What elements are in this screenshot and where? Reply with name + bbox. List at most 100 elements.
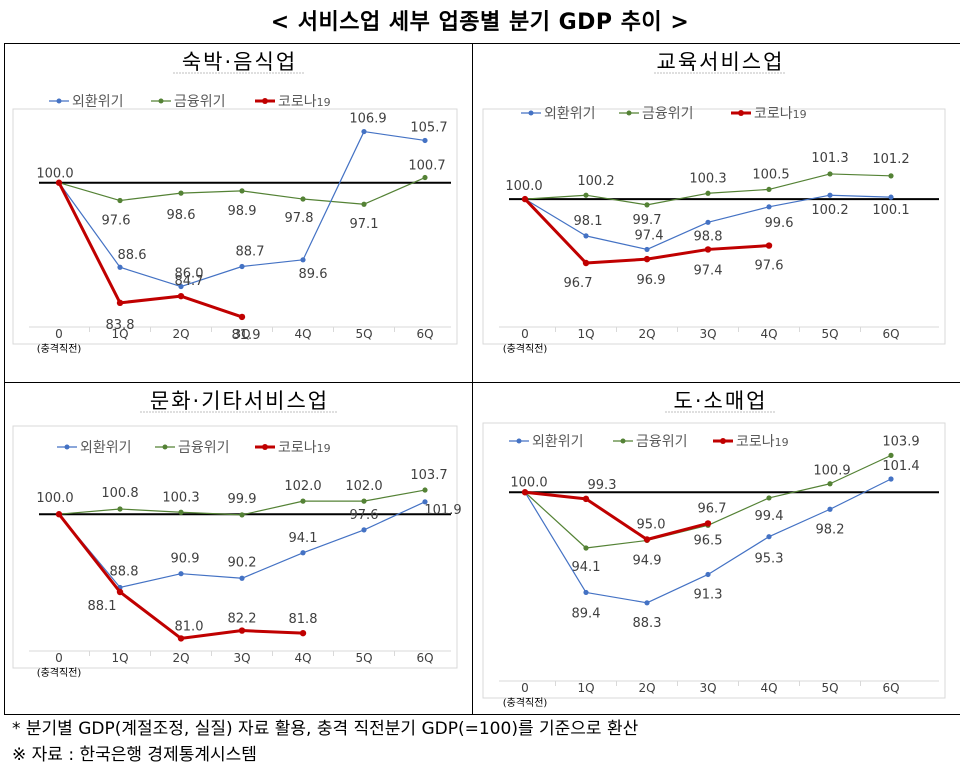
data-point-imf-crisis: [705, 219, 711, 225]
data-point-covid19: [299, 629, 307, 637]
legend-label-imf-crisis: 외환위기: [544, 106, 596, 122]
data-label-imf-crisis: 106.9: [349, 112, 386, 127]
data-label-imf-crisis: 98.8: [694, 229, 723, 244]
x-tick-label: 2Q: [172, 651, 189, 665]
chart-svg: 숙박·음식업 0 1Q 2Q 3Q 4Q 5Q 6Q (충격직전) 외환위기 금융위기 코로나19 10…: [12, 50, 458, 355]
legend-label-covid19: 코로나19: [736, 434, 789, 450]
data-point-financial-crisis: [766, 186, 772, 193]
data-point-covid19: [116, 299, 124, 307]
plot-area: [12, 108, 458, 345]
data-label-imf-crisis: 97.4: [635, 228, 664, 243]
data-point-imf-crisis: [178, 571, 184, 577]
data-label-imf-crisis: 100.2: [811, 203, 848, 218]
data-point-covid19: [582, 495, 590, 503]
data-label-imf-crisis: 98.2: [816, 522, 845, 537]
data-label-financial-crisis: 97.6: [102, 214, 131, 229]
x-tick-label: 0: [521, 681, 529, 695]
data-label-covid19: 83.8: [106, 318, 135, 333]
data-label-financial-crisis: 96.5: [694, 533, 723, 548]
data-point-imf-crisis: [239, 575, 245, 581]
data-point-imf-crisis: [178, 283, 184, 290]
x-tick-label: 6Q: [416, 327, 433, 341]
data-point-covid19: [643, 255, 651, 263]
data-point-imf-crisis: [644, 246, 650, 253]
data-label-financial-crisis: 97.1: [350, 217, 379, 232]
data-label-covid19: 82.2: [228, 612, 257, 627]
data-label-imf-crisis: 101.4: [882, 459, 919, 474]
data-label-imf-crisis: 98.1: [574, 214, 603, 229]
series-line-covid19: [524, 490, 709, 541]
data-point-financial-crisis: [422, 174, 428, 181]
data-label-covid19: 81.0: [175, 619, 204, 634]
legend-marker-covid19: [720, 438, 726, 444]
legend-marker-covid19: [262, 98, 268, 104]
data-point-imf-crisis: [361, 128, 367, 135]
data-point-covid19: [55, 511, 63, 518]
x-tick-label: 4Q: [294, 327, 311, 341]
data-label-financial-crisis: 98.6: [167, 208, 196, 223]
data-point-financial-crisis: [827, 171, 833, 177]
data-point-financial-crisis: [422, 487, 428, 493]
data-point-financial-crisis: [583, 192, 589, 198]
data-label-imf-crisis: 89.4: [572, 606, 601, 621]
data-label-financial-crisis: 100.7: [408, 159, 445, 174]
legend-marker-imf-crisis: [64, 444, 70, 450]
data-point-financial-crisis: [178, 509, 184, 515]
data-point-financial-crisis: [888, 173, 894, 179]
data-label-imf-crisis: 99.6: [765, 216, 794, 231]
data-label-imf-crisis: 88.8: [110, 564, 139, 579]
data-point-covid19: [521, 195, 529, 203]
legend-label-suffix: 19: [317, 96, 331, 109]
x-tick-label: 6Q: [882, 681, 899, 695]
x-tick-sublabel: (충격직전): [37, 342, 82, 355]
data-label-financial-crisis: 103.7: [410, 468, 447, 483]
legend-marker-covid19: [738, 110, 744, 116]
data-label-imf-crisis: 88.7: [236, 245, 265, 260]
x-tick-label: 5Q: [355, 651, 372, 665]
plot-area: [482, 108, 946, 345]
data-point-financial-crisis: [766, 495, 772, 501]
legend-marker-financial-crisis: [626, 110, 632, 116]
data-point-financial-crisis: [239, 188, 245, 194]
data-point-covid19: [177, 292, 185, 300]
legend-label-suffix: 19: [317, 442, 331, 455]
data-label-covid19: 81.9: [232, 328, 261, 343]
legend-label-imf-crisis: 외환위기: [72, 94, 124, 110]
data-label-imf-crisis: 91.3: [694, 587, 723, 602]
x-tick-label: 1Q: [111, 651, 128, 665]
data-label-financial-crisis: 102.0: [345, 479, 382, 494]
data-label-imf-crisis: 100.0: [36, 167, 73, 182]
data-label-financial-crisis: 102.0: [284, 479, 321, 494]
legend-label-financial-crisis: 금융위기: [178, 440, 230, 456]
data-label-imf-crisis: 101.9: [424, 503, 461, 518]
data-label-imf-crisis: 95.3: [755, 552, 784, 567]
legend-marker-financial-crisis: [158, 98, 164, 104]
plot-area: [482, 422, 946, 699]
legend-marker-financial-crisis: [162, 444, 168, 450]
data-point-financial-crisis: [705, 190, 711, 196]
data-label-financial-crisis: 94.9: [633, 553, 662, 568]
series-line-covid19: [57, 182, 243, 319]
data-label-financial-crisis: 100.8: [101, 486, 138, 501]
data-label-financial-crisis: 101.3: [811, 151, 848, 166]
data-point-covid19: [55, 179, 63, 186]
data-point-imf-crisis: [827, 506, 833, 512]
data-point-covid19: [521, 489, 529, 496]
data-label-financial-crisis: 100.5: [752, 167, 789, 182]
data-label-financial-crisis: 98.9: [228, 204, 257, 219]
data-label-imf-crisis: 88.6: [118, 248, 147, 263]
data-point-covid19: [177, 635, 185, 642]
data-label-financial-crisis: 100.0: [36, 491, 73, 506]
chart-panel-culture-other: 문화·기타서비스업 0 1Q 2Q 3Q 4Q 5Q 6Q (충격직전) 외환위기 금융위기 코로나1…: [4, 382, 473, 715]
x-tick-label: 6Q: [416, 651, 433, 665]
data-label-covid19: 96.9: [637, 273, 666, 288]
data-point-imf-crisis: [300, 550, 306, 556]
x-tick-label: 3Q: [699, 327, 716, 341]
x-tick-label: 3Q: [699, 681, 716, 695]
data-point-covid19: [238, 313, 246, 321]
chart-panel-wholesale-retail: 도·소매업 0 1Q 2Q 3Q 4Q 5Q 6Q (충격직전) 외환위기 금융위기 코로나19 89.…: [472, 382, 960, 715]
data-point-imf-crisis: [888, 194, 894, 200]
data-label-financial-crisis: 100.3: [162, 490, 199, 505]
footnote-source: ※ 자료 : 한국은행 경제통계시스템: [12, 745, 257, 765]
x-tick-label: 0: [55, 651, 63, 665]
